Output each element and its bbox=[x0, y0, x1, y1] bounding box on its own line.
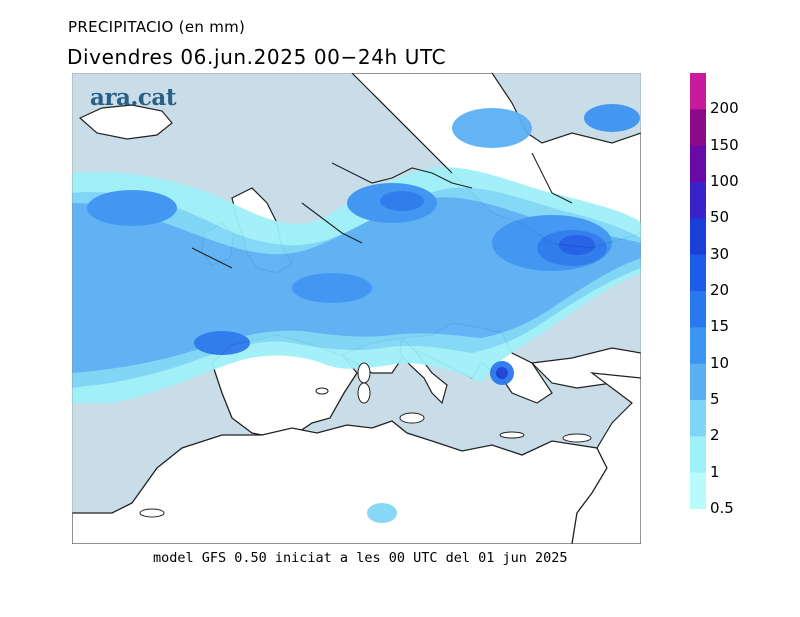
islands bbox=[139, 362, 592, 518]
legend-swatch bbox=[690, 436, 706, 474]
legend-label: 150 bbox=[710, 135, 739, 154]
legend-label: 20 bbox=[710, 281, 730, 299]
legend-label: 15 bbox=[710, 317, 730, 336]
legend-swatch bbox=[690, 363, 706, 401]
legend-label: 5 bbox=[710, 390, 720, 408]
precipitation-fields bbox=[72, 104, 641, 523]
legend-swatch bbox=[690, 291, 706, 328]
legend-swatch bbox=[690, 109, 706, 147]
legend-label: 1 bbox=[710, 462, 720, 481]
coastlines bbox=[191, 92, 573, 269]
legend-label: 2 bbox=[710, 426, 720, 445]
legend-swatch bbox=[690, 182, 706, 219]
legend-swatch bbox=[690, 472, 706, 509]
iceland-land bbox=[78, 104, 173, 140]
model-info-footer: model GFS 0.50 iniciat a les 00 UTC del … bbox=[153, 550, 568, 566]
legend-swatch bbox=[690, 145, 706, 183]
legend-color-bar bbox=[690, 73, 706, 509]
legend-label: 200 bbox=[710, 99, 739, 118]
legend-swatch bbox=[690, 73, 706, 110]
aracat-logo: ara.cat bbox=[90, 84, 176, 111]
legend-swatch bbox=[690, 254, 706, 292]
legend-label: 50 bbox=[710, 208, 730, 227]
legend-label: 10 bbox=[710, 353, 730, 372]
legend-label: 30 bbox=[710, 244, 730, 263]
map-variable-title: PRECIPITACIO (en mm) bbox=[68, 18, 246, 36]
legend-label: 100 bbox=[710, 172, 739, 190]
map-period-title: Divendres 06.jun.2025 00−24h UTC bbox=[67, 45, 447, 69]
precipitation-map bbox=[72, 73, 641, 544]
legend-swatch bbox=[690, 327, 706, 365]
legend-swatch bbox=[690, 400, 706, 437]
middle-east-land bbox=[571, 372, 641, 544]
north-africa-land bbox=[72, 420, 608, 544]
legend-label: 0.5 bbox=[710, 499, 734, 517]
legend-swatch bbox=[690, 218, 706, 256]
